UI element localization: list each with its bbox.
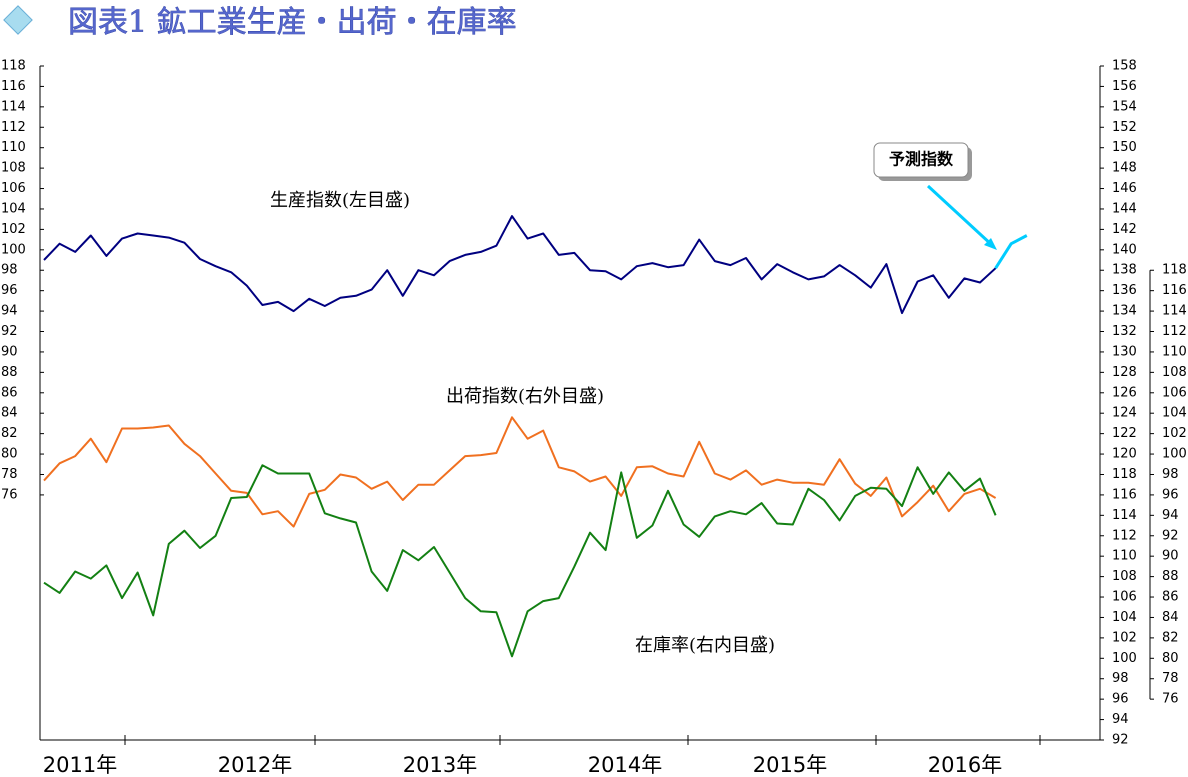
y-tick-label: 118: [1112, 467, 1137, 482]
series-line: [994, 234, 1028, 270]
y-tick-label: 84: [1, 406, 18, 421]
y-tick-label: 142: [1112, 222, 1137, 237]
y-tick-label: 100: [1, 242, 26, 257]
y-tick-label: 82: [1, 426, 18, 441]
y-tick-label: 158: [1112, 59, 1137, 74]
y-tick-label: 90: [1162, 549, 1179, 564]
y-tick-label: 112: [1, 120, 26, 135]
y-tick-label: 128: [1112, 365, 1137, 380]
y-tick-label: 80: [1162, 651, 1179, 666]
y-tick-label: 98: [1, 263, 18, 278]
y-tick-label: 100: [1112, 651, 1137, 666]
y-tick-label: 152: [1112, 120, 1137, 135]
y-tick-label: 78: [1, 467, 18, 482]
y-tick-label: 88: [1, 365, 18, 380]
y-tick-label: 118: [1, 59, 26, 74]
series-label: 生産指数(左目盛): [270, 190, 410, 211]
y-tick-label: 148: [1112, 161, 1137, 176]
chart-title: 図表1 鉱工業生産・出荷・在庫率: [68, 5, 517, 40]
y-tick-label: 96: [1, 283, 18, 298]
y-tick-label: 102: [1162, 426, 1187, 441]
y-tick-label: 112: [1162, 324, 1187, 339]
y-tick-label: 156: [1112, 79, 1137, 94]
y-tick-label: 104: [1162, 406, 1187, 421]
x-tick-label: 2012年: [218, 753, 292, 777]
y-tick-label: 94: [1112, 712, 1129, 727]
y-tick-label: 114: [1162, 304, 1187, 319]
y-tick-label: 76: [1162, 692, 1179, 707]
series-line: [43, 215, 997, 315]
y-tick-label: 114: [1112, 508, 1137, 523]
y-tick-label: 144: [1112, 201, 1137, 216]
y-tick-label: 106: [1162, 385, 1187, 400]
y-tick-label: 120: [1112, 447, 1137, 462]
title-icon: [3, 5, 33, 35]
y-tick-label: 96: [1112, 692, 1129, 707]
y-tick-label: 100: [1162, 447, 1187, 462]
y-tick-label: 110: [1112, 549, 1137, 564]
y-tick-label: 114: [1, 99, 26, 114]
y-tick-label: 106: [1, 181, 26, 196]
y-tick-label: 116: [1112, 487, 1137, 502]
y-tick-label: 154: [1112, 99, 1137, 114]
y-tick-label: 98: [1112, 671, 1129, 686]
x-tick-label: 2011年: [43, 753, 117, 777]
series-label: 出荷指数(右外目盛): [446, 386, 604, 407]
y-tick-label: 92: [1162, 528, 1179, 543]
callout-box: [873, 142, 969, 178]
y-tick-label: 122: [1112, 426, 1137, 441]
y-tick-label: 112: [1112, 528, 1137, 543]
x-tick-label: 2013年: [403, 753, 477, 777]
y-tick-label: 116: [1, 79, 26, 94]
y-tick-label: 116: [1162, 283, 1187, 298]
y-tick-label: 104: [1, 201, 26, 216]
y-tick-label: 78: [1162, 671, 1179, 686]
y-tick-label: 80: [1, 447, 18, 462]
y-tick-label: 118: [1162, 263, 1187, 278]
y-tick-label: 90: [1, 344, 18, 359]
y-tick-label: 102: [1, 222, 26, 237]
y-tick-label: 92: [1, 324, 18, 339]
y-tick-label: 104: [1112, 610, 1137, 625]
y-tick-label: 126: [1112, 385, 1137, 400]
y-tick-label: 86: [1162, 590, 1179, 605]
y-tick-label: 76: [1, 487, 18, 502]
x-tick-label: 2015年: [753, 753, 827, 777]
y-tick-label: 132: [1112, 324, 1137, 339]
y-tick-label: 82: [1162, 630, 1179, 645]
y-tick-label: 110: [1, 140, 26, 155]
x-tick-label: 2014年: [588, 753, 662, 777]
series-line: [43, 464, 997, 658]
y-tick-label: 108: [1, 161, 26, 176]
y-tick-label: 124: [1112, 406, 1137, 421]
y-tick-label: 94: [1162, 508, 1179, 523]
y-tick-label: 84: [1162, 610, 1179, 625]
y-tick-label: 130: [1112, 344, 1137, 359]
y-tick-label: 150: [1112, 140, 1137, 155]
y-tick-label: 138: [1112, 263, 1137, 278]
y-tick-label: 102: [1112, 630, 1137, 645]
y-tick-label: 92: [1112, 733, 1129, 748]
callout-arrowhead: [984, 238, 997, 250]
y-tick-label: 88: [1162, 569, 1179, 584]
y-tick-label: 140: [1112, 242, 1137, 257]
series-label: 在庫率(右内目盛): [635, 635, 775, 656]
y-tick-label: 146: [1112, 181, 1137, 196]
y-tick-label: 96: [1162, 487, 1179, 502]
y-tick-label: 110: [1162, 344, 1187, 359]
y-tick-label: 134: [1112, 304, 1137, 319]
y-tick-label: 94: [1, 304, 18, 319]
series-line: [43, 416, 997, 528]
x-tick-label: 2016年: [928, 753, 1002, 777]
callout-text: 予測指数: [889, 150, 954, 169]
y-tick-label: 86: [1, 385, 18, 400]
y-tick-label: 136: [1112, 283, 1137, 298]
callout-arrow: [926, 184, 995, 248]
y-tick-label: 106: [1112, 590, 1137, 605]
y-tick-label: 98: [1162, 467, 1179, 482]
y-tick-label: 108: [1162, 365, 1187, 380]
y-tick-label: 108: [1112, 569, 1137, 584]
